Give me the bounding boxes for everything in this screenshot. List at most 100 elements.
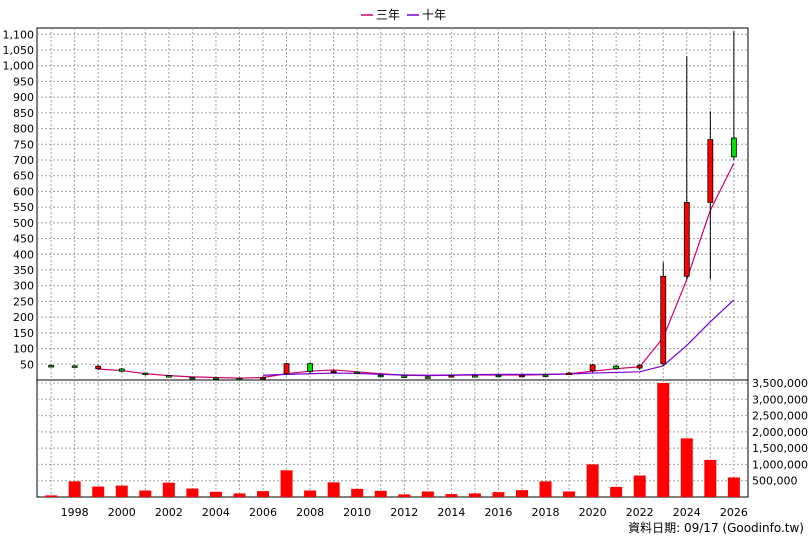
volume-bar: [586, 464, 599, 497]
volume-bar: [162, 482, 175, 497]
x-tick-label: 2018: [532, 506, 560, 519]
volume-tick-label: 3,500,000: [752, 377, 808, 390]
candle-body: [142, 372, 149, 375]
price-tick-label: 600: [13, 185, 34, 198]
x-tick-label: 2014: [437, 506, 465, 519]
legend-label-three-year: 三年: [376, 8, 400, 22]
volume-bar: [257, 491, 270, 497]
x-tick-label: 2000: [108, 506, 136, 519]
volume-bar: [610, 486, 623, 497]
candle-body: [660, 275, 667, 365]
volume-axis-ticks: 500,000 1,000,000 1,500,000 2,000,000 2,500,…: [752, 377, 808, 488]
price-panel: [36, 27, 749, 381]
volume-tick-label: 1,000,000: [752, 458, 808, 471]
volume-bar: [657, 383, 670, 497]
x-axis-ticks: 1998 2000 2002 2004 2006 2008 2010 2012 2014 2016…: [61, 506, 748, 519]
x-tick-label: 2012: [390, 506, 418, 519]
candle-body: [213, 377, 219, 380]
x-tick-label: 2020: [579, 506, 607, 519]
volume-bar: [492, 492, 505, 497]
candle-body: [71, 365, 78, 368]
volume-bar: [139, 490, 152, 497]
volume-bar: [92, 486, 105, 497]
x-tick-label: 2004: [202, 506, 230, 519]
volume-tick-label: 3,000,000: [752, 393, 808, 406]
x-tick-label: 2010: [343, 506, 371, 519]
candle-body: [95, 365, 102, 370]
volume-bar: [186, 488, 199, 497]
candle-body: [189, 377, 196, 380]
candle-body: [354, 371, 361, 375]
price-tick-label: 150: [13, 327, 34, 340]
candle-body: [330, 370, 337, 374]
candle-body: [589, 364, 596, 371]
price-tick-label: 250: [13, 295, 34, 308]
candlesticks: [48, 31, 737, 381]
volume-bar: [209, 491, 222, 497]
price-tick-label: 200: [13, 311, 34, 324]
volume-tick-label: 500,000: [752, 475, 798, 488]
price-tick-label: 550: [13, 201, 34, 214]
candle-body: [377, 374, 384, 378]
moving-average-lines: [98, 162, 735, 379]
candle-body: [707, 139, 714, 203]
volume-bar: [68, 481, 81, 497]
footer-date-source: 資料日期: 09/17 (Goodinfo.tw): [628, 521, 804, 535]
volume-bar: [115, 485, 128, 497]
price-tick-label: 700: [13, 154, 34, 167]
volume-bar: [563, 491, 576, 497]
volume-bar: [515, 490, 528, 497]
volume-bar: [45, 495, 58, 497]
x-tick-label: 2006: [249, 506, 277, 519]
x-tick-label: 1998: [61, 506, 89, 519]
volume-bar: [445, 494, 458, 497]
candle-body: [307, 363, 313, 372]
price-tick-label: 1,050: [3, 44, 35, 57]
volume-bar: [327, 482, 340, 497]
volume-bar: [374, 490, 387, 497]
candle-body: [519, 374, 525, 378]
price-tick-label: 650: [13, 170, 34, 183]
price-tick-label: 500: [13, 217, 34, 230]
price-tick-label: 100: [13, 343, 34, 356]
candle-body: [448, 375, 455, 378]
volume-bar: [304, 490, 317, 497]
legend: 三年 十年: [361, 8, 446, 22]
price-tick-label: 400: [13, 248, 34, 261]
volume-tick-label: 2,000,000: [752, 426, 808, 439]
price-tick-label: 750: [13, 138, 34, 151]
price-tick-label: 300: [13, 280, 34, 293]
candle-body: [424, 376, 431, 379]
candle-body: [683, 202, 690, 277]
volume-bar: [727, 477, 740, 497]
price-axis-ticks: 50 100 150 200 250 300 350 400 450 500 550 600 650 70…: [3, 28, 35, 371]
price-tick-label: 1,100: [3, 28, 35, 41]
volume-bar: [233, 493, 246, 497]
volume-bar: [539, 481, 552, 497]
price-tick-label: 1,000: [3, 60, 35, 73]
x-tick-label: 2016: [484, 506, 512, 519]
volume-bar: [351, 488, 364, 497]
price-tick-label: 850: [13, 107, 34, 120]
candle-body: [613, 365, 620, 370]
volume-tick-label: 1,500,000: [752, 442, 808, 455]
price-tick-label: 350: [13, 264, 34, 277]
x-tick-label: 2024: [673, 506, 701, 519]
price-tick-label: 950: [13, 75, 34, 88]
grid-lines: [37, 28, 748, 497]
candle-body: [118, 368, 125, 372]
candle-body: [165, 375, 172, 378]
candle-body: [636, 365, 643, 369]
volume-bar: [633, 475, 646, 497]
ten-year-line: [262, 299, 735, 376]
legend-label-ten-year: 十年: [422, 8, 446, 22]
volume-bar: [421, 491, 434, 497]
candle-body: [260, 377, 266, 380]
price-tick-label: 50: [20, 358, 34, 371]
price-tick-label: 450: [13, 233, 34, 246]
candle-body: [48, 365, 55, 368]
candle-body: [472, 375, 478, 378]
volume-bar: [280, 470, 293, 497]
x-tick-label: 2026: [720, 506, 748, 519]
